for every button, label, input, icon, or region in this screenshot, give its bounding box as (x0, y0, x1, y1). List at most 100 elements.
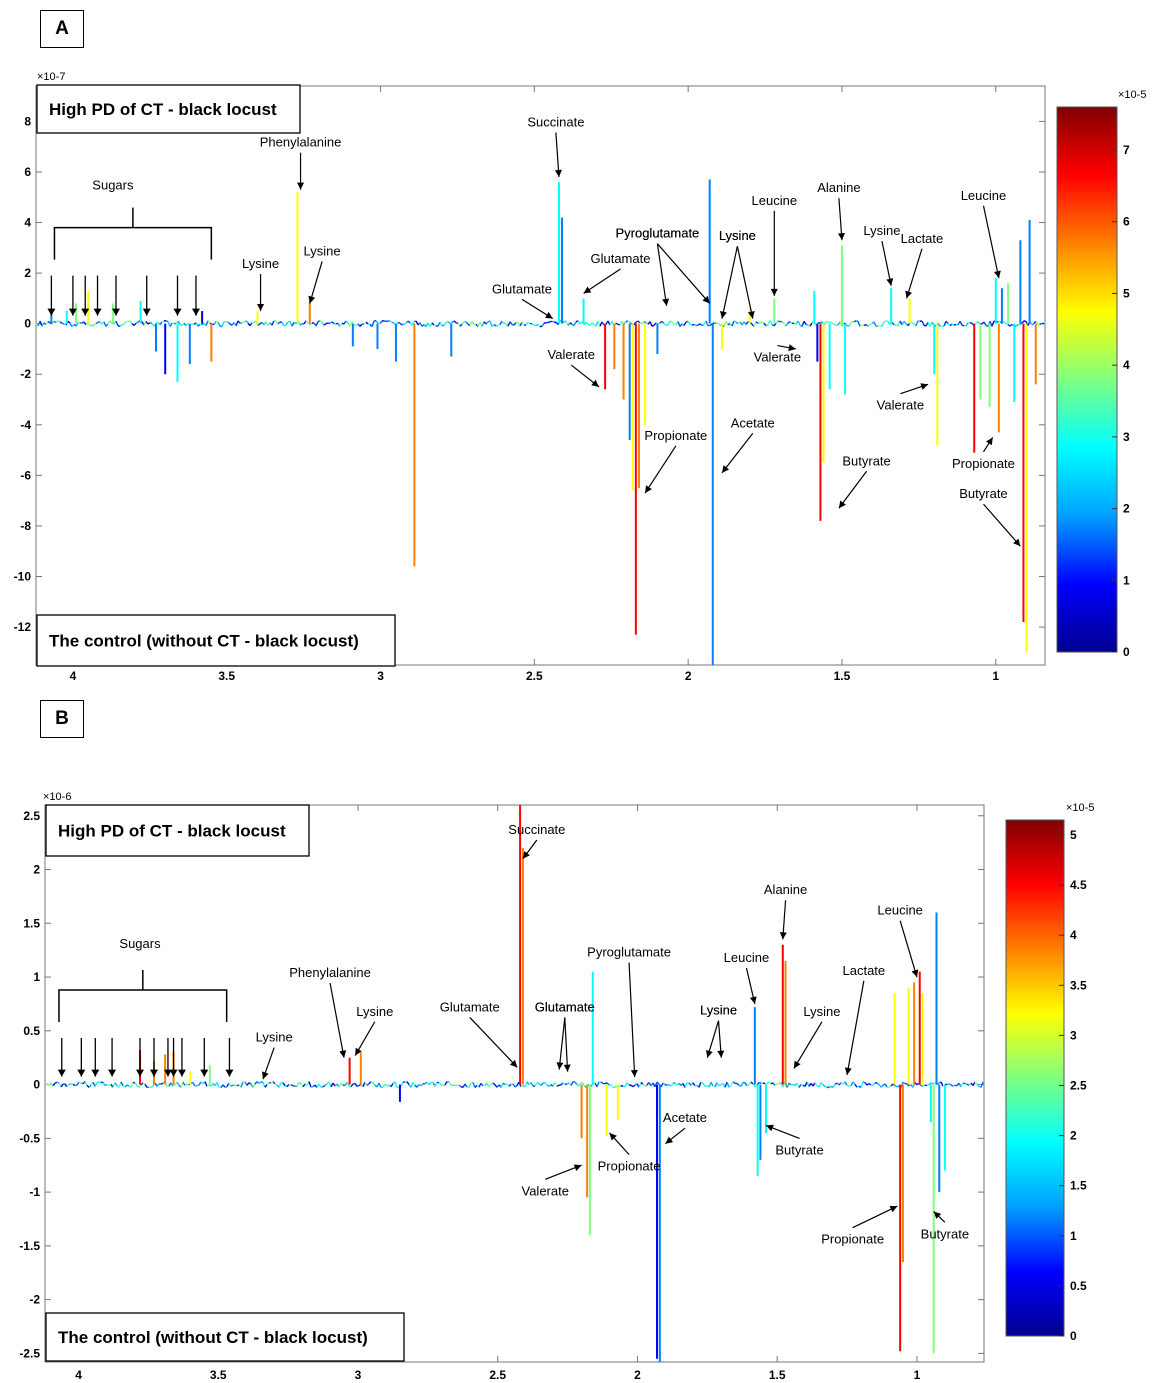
baseline-segment (104, 1083, 108, 1087)
upper-condition-label: High PD of CT - black locust (49, 100, 277, 119)
baseline-segment (849, 321, 853, 326)
colorbar-b (1005, 819, 1065, 1337)
baseline-segment (877, 324, 881, 327)
baseline-segment (770, 1082, 774, 1085)
peak-arrow-head (609, 1132, 617, 1141)
baseline-segment (915, 320, 919, 327)
baseline-segment (293, 321, 297, 325)
peak-label: Leucine (877, 903, 923, 918)
baseline-segment (940, 1081, 944, 1087)
baseline-segment (165, 320, 169, 323)
baseline-segment (625, 320, 629, 323)
y-tick-label: 6 (24, 165, 31, 179)
peak-label: Butyrate (959, 486, 1007, 501)
peak-label: Propionate (952, 456, 1015, 471)
y-tick-label: -2.5 (19, 1346, 40, 1360)
baseline-segment (346, 1081, 350, 1087)
x-tick-label: 4 (75, 1368, 82, 1382)
baseline-segment (820, 1081, 824, 1086)
baseline-segment (612, 1086, 616, 1089)
peak-arrow (982, 205, 1000, 279)
colorbar-tick-label: 1 (1070, 1229, 1077, 1243)
baseline-segment (735, 321, 739, 325)
baseline-segment (649, 321, 653, 327)
sugar-arrow-head (149, 1069, 158, 1077)
baseline-segment (406, 1081, 410, 1086)
peak-label: Butyrate (921, 1226, 969, 1241)
baseline-segment (762, 1082, 766, 1085)
baseline-segment (678, 1082, 682, 1086)
colorbar-a (1056, 106, 1118, 653)
peak-label: Lysine (700, 1003, 737, 1018)
baseline-segment (171, 322, 175, 325)
baseline-segment (710, 1081, 714, 1087)
upper-condition-label: High PD of CT - black locust (58, 822, 286, 841)
colorbar-tick-label: 5 (1070, 828, 1077, 842)
baseline-segment (527, 321, 531, 325)
baseline-segment (447, 320, 451, 325)
baseline-segment (277, 321, 281, 325)
x-tick-label: 3 (377, 669, 384, 683)
baseline-segment (816, 1085, 820, 1088)
baseline-segment (640, 1081, 644, 1085)
baseline-segment (635, 320, 639, 323)
baseline-segment (1035, 320, 1039, 326)
peak-arrow-head (933, 1211, 942, 1219)
baseline-segment (513, 322, 517, 326)
baseline-segment (451, 320, 455, 323)
colorbar-exponent-label: ×10-5 (1066, 802, 1094, 814)
baseline-segment (434, 1081, 438, 1087)
baseline-segment (216, 1082, 220, 1088)
x-tick-label: 1.5 (834, 669, 851, 683)
baseline-segment (860, 1081, 864, 1088)
colorbar-tick-label: 5 (1123, 286, 1130, 300)
baseline-segment (44, 1083, 48, 1086)
baseline-segment (692, 1082, 696, 1087)
colorbar-tick-label: 3.5 (1070, 978, 1087, 992)
peak-label: Lysine (719, 228, 756, 243)
baseline-segment (540, 1082, 544, 1086)
baseline-segment (460, 1085, 464, 1089)
baseline-segment (471, 320, 475, 326)
x-tick-label: 1 (914, 1368, 921, 1382)
baseline-segment (642, 1083, 646, 1087)
baseline-segment (573, 321, 577, 327)
baseline-segment (726, 1081, 730, 1088)
baseline-segment (71, 323, 75, 328)
peak-label: Pyroglutamate (615, 226, 699, 241)
baseline-segment (530, 1082, 534, 1087)
colorbar-tick-label: 2 (1070, 1129, 1077, 1143)
baseline-segment (159, 321, 163, 326)
y-tick-label: 2 (33, 863, 40, 877)
baseline-segment (717, 322, 721, 326)
peak-label: Alanine (817, 180, 860, 195)
baseline-segment (759, 321, 763, 324)
baseline-segment (914, 1082, 918, 1086)
baseline-segment (831, 322, 835, 325)
peak-arrow (558, 1017, 566, 1070)
baseline-segment (786, 1082, 790, 1088)
baseline-segment (785, 322, 789, 327)
y-tick-label: 4 (24, 216, 31, 230)
colorbar-tick-label: 0 (1123, 645, 1130, 659)
baseline-segment (256, 1081, 260, 1084)
baseline-segment (731, 320, 735, 327)
baseline-segment (260, 1081, 264, 1084)
baseline-segment (633, 321, 637, 326)
x-tick-label: 2.5 (489, 1368, 506, 1382)
sugar-arrow-head (173, 308, 182, 316)
baseline-segment (654, 1081, 658, 1088)
baseline-segment (562, 1082, 566, 1085)
baseline-segment (507, 321, 511, 327)
baseline-segment (884, 1083, 888, 1088)
baseline-segment (352, 1082, 356, 1085)
colorbar-tick-label: 2 (1123, 502, 1130, 516)
baseline-segment (983, 321, 987, 326)
peak-label: Succinate (508, 822, 565, 837)
baseline-segment (798, 1083, 802, 1088)
baseline-segment (930, 1082, 934, 1085)
peak-label: Glutamate (535, 999, 595, 1014)
baseline-segment (903, 320, 907, 325)
peak-arrow (881, 241, 892, 286)
baseline-segment (669, 320, 673, 323)
